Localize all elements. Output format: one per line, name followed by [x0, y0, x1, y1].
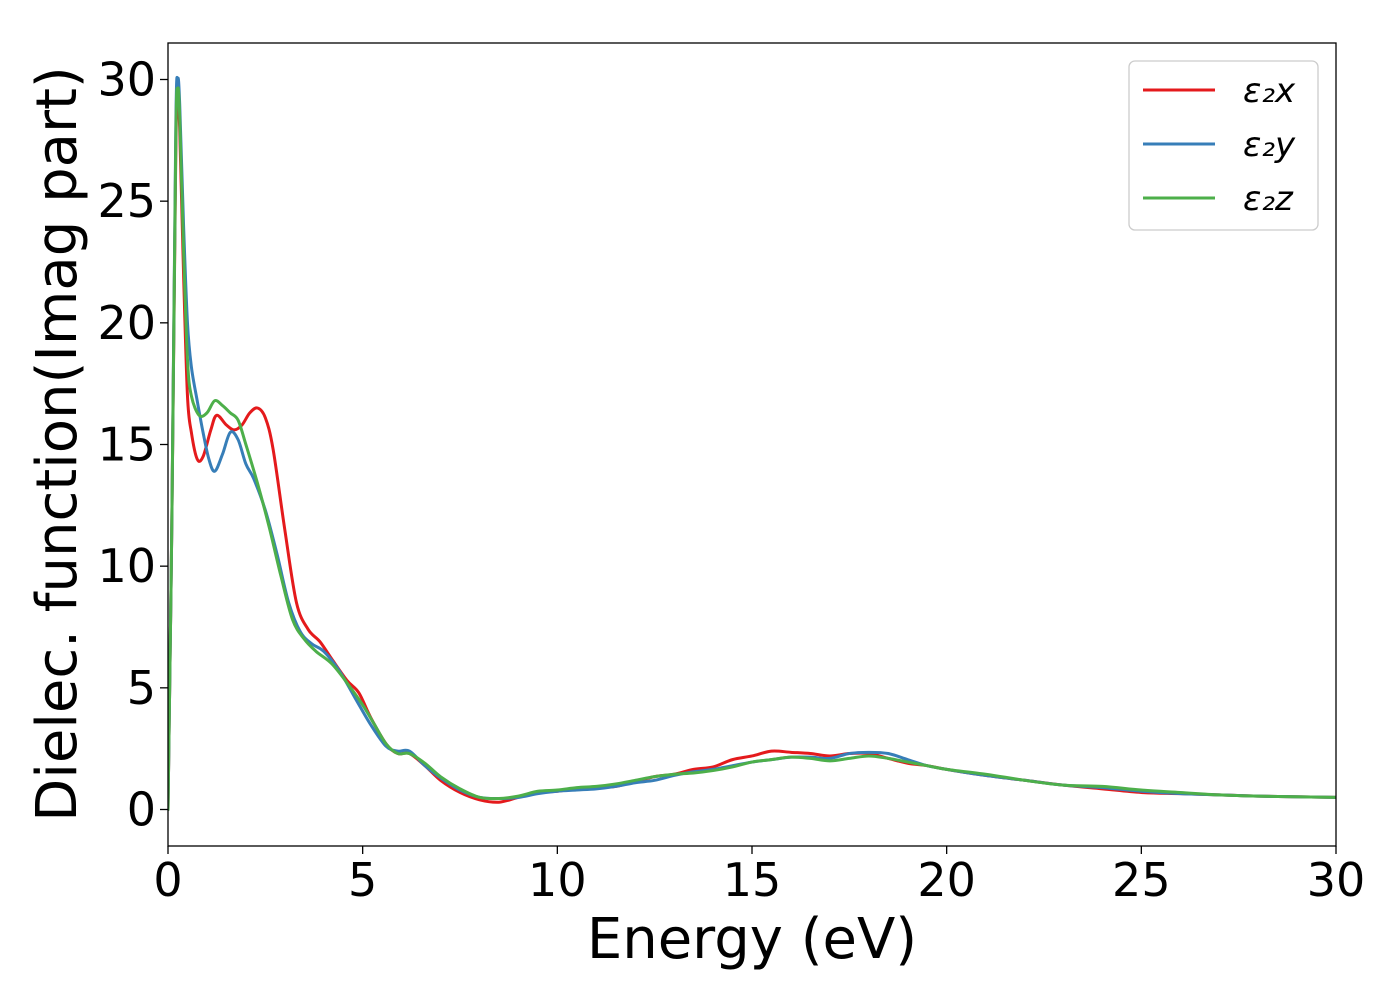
x-tick-label: 30: [1307, 853, 1366, 907]
x-tick-label: 15: [723, 853, 782, 907]
y-tick-label: 25: [97, 174, 156, 228]
x-tick-label: 5: [348, 853, 377, 907]
legend-label: ε₂y: [1243, 125, 1296, 165]
legend-box: [1128, 60, 1319, 231]
y-axis: 0 5 10 15 20 25 30: [97, 53, 168, 837]
x-tick-label: 0: [153, 853, 182, 907]
series-line-3: [168, 86, 1336, 811]
y-tick-label: 15: [97, 418, 156, 472]
y-tick-label: 0: [127, 783, 156, 837]
legend-label: ε₂z: [1243, 179, 1294, 219]
x-tick-label: 25: [1112, 853, 1171, 907]
y-tick-label: 20: [97, 296, 156, 350]
x-tick-label: 20: [917, 853, 976, 907]
x-axis-title: Energy (eV): [587, 907, 917, 972]
y-tick-label: 5: [127, 661, 156, 715]
legend-label: ε₂x: [1243, 71, 1296, 111]
y-tick-label: 10: [97, 539, 156, 593]
x-axis: 0 5 10 15 20 25 30: [153, 846, 1365, 907]
y-tick-label: 30: [97, 53, 156, 107]
legend: ε₂x ε₂y ε₂z: [1128, 60, 1319, 231]
x-tick-label: 10: [528, 853, 587, 907]
series-layer: [168, 75, 1336, 811]
y-axis-title: Dielec. function(Imag part): [25, 66, 90, 822]
